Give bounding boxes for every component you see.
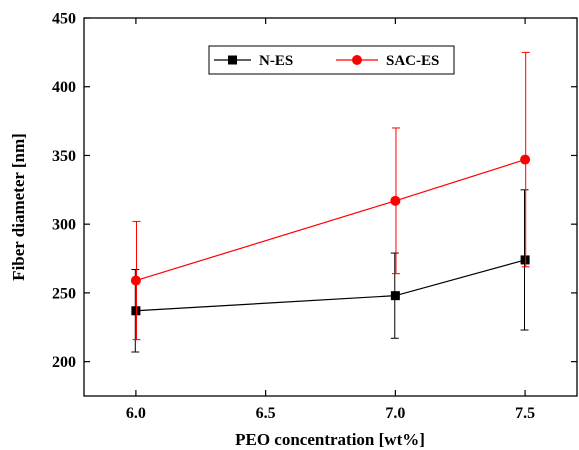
- series-layer: [130, 51, 531, 353]
- legend-label: SAC-ES: [386, 53, 439, 69]
- y-tick-label: 450: [52, 11, 76, 28]
- x-axis-label: PEO concentration [wt%]: [235, 430, 425, 449]
- data-point: [520, 154, 531, 165]
- series-line: [135, 159, 526, 282]
- y-axis-label: Fiber diameter [nm]: [9, 133, 28, 281]
- data-point: [130, 275, 141, 286]
- legend-box: [208, 45, 455, 75]
- data-point: [520, 255, 530, 265]
- series-line: [135, 259, 526, 312]
- axis-ticks: 6.0 6.5 7.0 7.5 200 250 300 350 400 450: [52, 11, 577, 422]
- x-tick-label: 6.5: [256, 405, 276, 422]
- data-point: [390, 195, 401, 206]
- y-tick-label: 300: [52, 217, 76, 234]
- data-point: [390, 291, 400, 301]
- series-sac-es: [130, 51, 531, 341]
- x-tick-label: 7.0: [385, 405, 405, 422]
- series-n-es: [131, 189, 530, 353]
- y-tick-label: 250: [52, 285, 76, 302]
- data-point: [131, 306, 141, 316]
- legend-marker: [352, 55, 362, 65]
- legend-label: N-ES: [259, 53, 293, 69]
- x-tick-label: 7.5: [515, 405, 535, 422]
- x-tick-label: 6.0: [126, 405, 146, 422]
- legend-marker: [228, 55, 237, 65]
- y-tick-label: 350: [52, 148, 76, 165]
- plot-frame: [83, 17, 578, 397]
- legend: N-ES SAC-ES: [208, 45, 455, 75]
- y-tick-label: 400: [52, 79, 76, 96]
- y-tick-label: 200: [52, 354, 76, 371]
